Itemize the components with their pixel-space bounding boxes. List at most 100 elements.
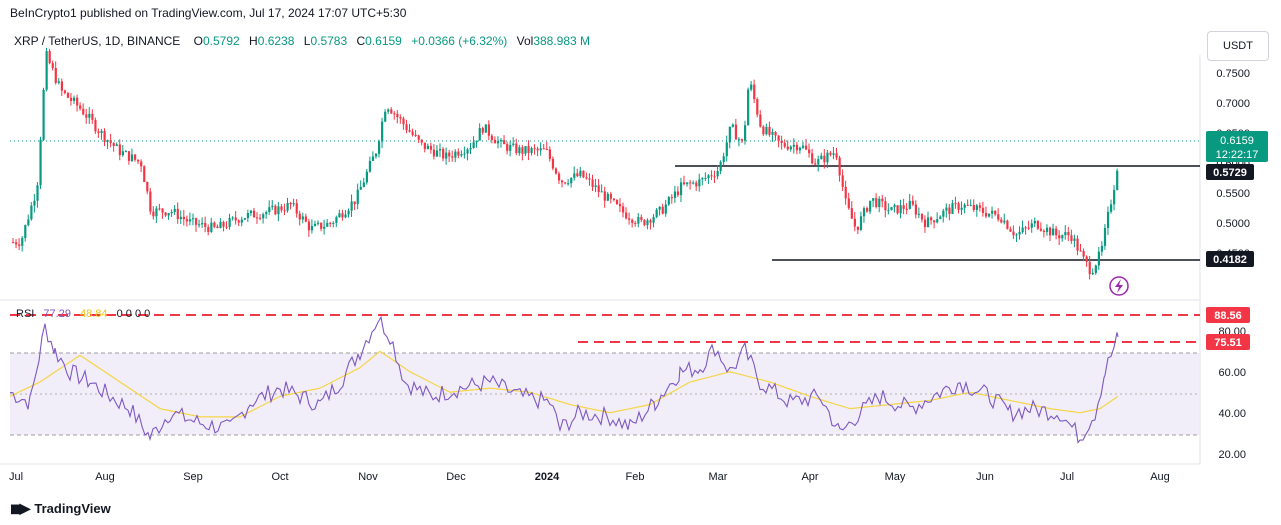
- candle-body: [134, 154, 137, 160]
- candle-body: [643, 219, 646, 226]
- candle-body: [63, 90, 67, 93]
- candle-body: [1055, 228, 1058, 236]
- candle-body: [213, 222, 216, 227]
- candle-body: [503, 140, 506, 145]
- candle-body: [1110, 204, 1113, 212]
- candle-body: [927, 217, 930, 228]
- candle-body: [451, 156, 454, 158]
- candle-body: [143, 166, 146, 183]
- rsi-value: 77.29: [43, 308, 71, 320]
- candle-body: [814, 163, 817, 165]
- candle-body: [487, 124, 490, 136]
- candle-body: [158, 208, 161, 210]
- candle-body: [753, 84, 756, 100]
- candle-body: [606, 193, 609, 201]
- candle-body: [957, 203, 960, 210]
- candle-body: [265, 212, 268, 215]
- candle-body: [783, 143, 786, 147]
- candle-body: [103, 130, 106, 142]
- candle-body: [161, 208, 164, 213]
- candle-body: [826, 152, 829, 163]
- candle-body: [298, 213, 301, 220]
- symbol-label[interactable]: XRP / TetherUS, 1D, BINANCE: [14, 34, 181, 48]
- candle-body: [493, 139, 497, 144]
- currency-button[interactable]: USDT: [1207, 31, 1269, 61]
- candle-body: [277, 206, 280, 215]
- candle-body: [798, 147, 802, 151]
- candle-body: [631, 219, 634, 224]
- candle-body: [21, 238, 24, 246]
- candle-body: [109, 140, 112, 144]
- candle-body: [371, 156, 375, 161]
- candle-body: [457, 151, 460, 156]
- candle-body: [988, 213, 991, 217]
- lightning-icon[interactable]: [1109, 276, 1129, 296]
- candle-body: [747, 89, 750, 126]
- candle-body: [960, 207, 963, 210]
- candle-body: [640, 217, 643, 220]
- candle-body: [243, 218, 246, 220]
- candle-body: [432, 149, 436, 157]
- candle-body: [237, 220, 240, 223]
- last-price-text: 0.6159: [1220, 135, 1254, 147]
- candle-body: [655, 209, 658, 218]
- candle-body: [106, 140, 109, 142]
- candle-body: [603, 191, 606, 201]
- candle-body: [756, 99, 759, 115]
- candle-body: [256, 217, 259, 219]
- candle-body: [445, 152, 448, 159]
- candle-body: [908, 200, 911, 209]
- time-tick-label: Sep: [183, 471, 203, 483]
- candle-body: [170, 212, 173, 214]
- candle-body: [246, 213, 250, 219]
- candle-body: [777, 135, 780, 141]
- candle-body: [27, 219, 30, 226]
- candle-body: [808, 149, 811, 154]
- candle-body: [219, 221, 222, 229]
- candle-body: [30, 205, 33, 220]
- candle-body: [500, 140, 503, 142]
- candle-body: [73, 97, 76, 101]
- candle-body: [872, 198, 875, 201]
- candle-body: [1012, 231, 1015, 236]
- time-tick-label: Mar: [709, 471, 728, 483]
- candle-body: [472, 142, 475, 149]
- time-tick-label: Oct: [271, 471, 288, 483]
- candle-body: [1067, 232, 1070, 236]
- candle-body: [896, 205, 899, 214]
- candle-body: [911, 200, 914, 205]
- tradingview-logo: ◼▶ TradingView: [10, 500, 111, 517]
- candle-body: [33, 200, 36, 206]
- candle-body: [1052, 228, 1055, 236]
- candle-body: [884, 201, 887, 211]
- candle-body: [1106, 211, 1110, 228]
- candle-body: [527, 146, 530, 154]
- candle-body: [390, 109, 393, 114]
- candle-body: [548, 149, 551, 159]
- candle-body: [881, 198, 884, 202]
- candle-body: [805, 145, 808, 150]
- resistance-text: 0.5729: [1213, 167, 1247, 179]
- candle-body: [249, 210, 253, 214]
- candle-body: [252, 210, 256, 218]
- rsi-name[interactable]: RSI: [16, 308, 35, 320]
- candle-body: [384, 111, 387, 122]
- candle-body: [771, 132, 774, 135]
- candle-body: [204, 222, 207, 228]
- candle-body: [496, 141, 500, 144]
- candle-body: [506, 144, 509, 151]
- candle-body: [1091, 272, 1094, 275]
- candle-body: [579, 170, 582, 177]
- candle-body: [442, 149, 445, 159]
- candle-body: [1021, 227, 1024, 232]
- candle-body: [228, 218, 231, 227]
- candle-body: [725, 142, 728, 157]
- candle-body: [295, 203, 298, 214]
- candle-body: [94, 119, 97, 132]
- candle-body: [88, 113, 91, 118]
- candle-body: [121, 151, 124, 156]
- candle-body: [335, 217, 338, 223]
- candle-body: [698, 179, 701, 187]
- candle-body: [393, 113, 396, 115]
